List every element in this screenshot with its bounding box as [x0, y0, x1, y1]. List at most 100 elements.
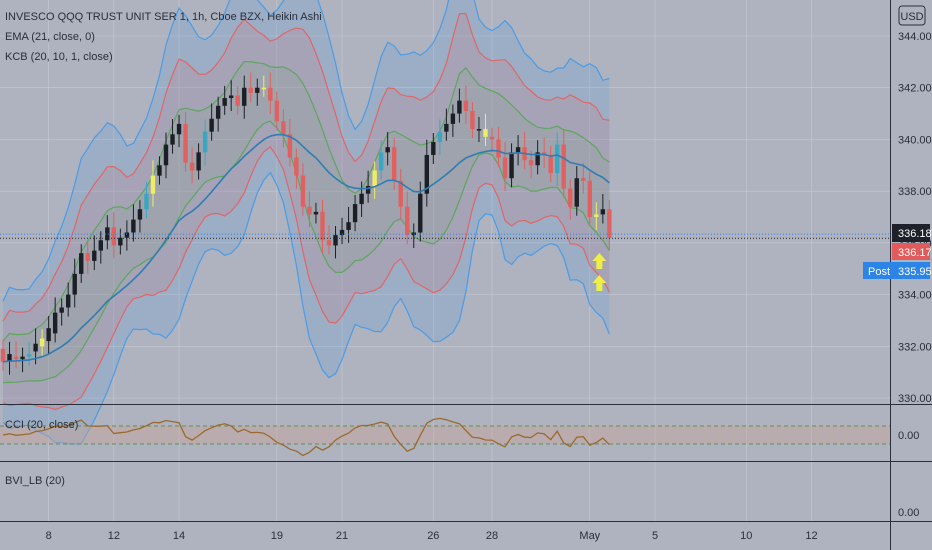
candle-body [405, 206, 410, 236]
ema-path [2, 133, 610, 363]
ema-line [2, 133, 610, 363]
candle-body [300, 175, 306, 207]
currency-label: USD [900, 11, 923, 23]
candle-body [398, 180, 403, 207]
candle-body [248, 87, 253, 93]
candle-body [587, 180, 592, 217]
candle-body [470, 110, 475, 130]
candle-body [372, 170, 377, 186]
candle-body [574, 178, 579, 207]
time-tick-label: 5 [652, 530, 658, 542]
time-tick-label: 19 [271, 530, 283, 542]
price-tick-label: 334.00 [898, 290, 932, 302]
candle-body [176, 123, 182, 135]
candle-body [111, 227, 117, 246]
last-price-tag [892, 224, 930, 242]
candle-body [255, 87, 260, 93]
legend-bvi[interactable]: BVI_LB (20) [5, 475, 65, 487]
cci-path [2, 417, 610, 457]
price-tick-label: 340.00 [898, 134, 932, 146]
post-price-value: 335.95 [898, 266, 932, 278]
cci-line [2, 417, 610, 457]
candle-body [79, 253, 84, 274]
candle-body [339, 229, 345, 236]
candle-body [124, 232, 130, 238]
candle-body [163, 144, 169, 166]
candle-body [66, 294, 71, 308]
candle-body [528, 160, 534, 166]
candle-body [59, 307, 64, 313]
candle-body [235, 95, 240, 106]
candle-body [209, 118, 214, 132]
candle-body [365, 185, 371, 194]
candle-body [137, 209, 143, 220]
candle-body [131, 219, 136, 233]
legend-kcb[interactable]: KCB (20, 10, 1, close) [5, 51, 113, 63]
time-tick-label: May [579, 530, 600, 542]
time-tick-label: 12 [805, 530, 817, 542]
up-arrow-icon [592, 275, 607, 291]
candle-body [105, 227, 110, 241]
candle-body [0, 348, 6, 362]
candle-body [489, 136, 495, 140]
currency-button[interactable] [898, 5, 926, 26]
post-label: Post [868, 266, 890, 278]
candle-body [515, 147, 521, 153]
inner-lower-band-line [2, 146, 610, 411]
candle-body [26, 354, 32, 357]
outer-lower-band-line [2, 171, 610, 445]
candle-body [594, 214, 599, 217]
candle-body [281, 121, 286, 135]
candle-body [561, 144, 566, 189]
candle-body [346, 222, 351, 230]
mid-band-fill [3, 61, 610, 383]
candle-body [483, 129, 488, 137]
bvi-zero-tick: 0.00 [898, 507, 919, 519]
time-tick-label: 14 [173, 530, 185, 542]
candle-body [333, 235, 338, 246]
candle-body [229, 95, 234, 99]
candle-body [320, 211, 325, 241]
candle-body [20, 356, 25, 360]
candle-body [352, 204, 358, 223]
time-tick-label: 21 [336, 530, 348, 542]
post-label-tag [863, 262, 892, 279]
candle-body [359, 193, 364, 205]
candle-body [600, 209, 606, 215]
price-tick-label: 342.00 [898, 83, 932, 95]
price-tick-label: 344.00 [898, 31, 932, 43]
time-axis[interactable]: 8 12 14 19 21 26 28 May 5 10 12 [46, 530, 818, 542]
candle-body [450, 113, 456, 124]
candle-body [92, 250, 97, 261]
candle-body [52, 312, 58, 334]
legend-title[interactable]: INVESCO QQQ TRUST UNIT SER 1, 1h, Cboe B… [5, 11, 322, 23]
candle-body [463, 100, 469, 111]
cci-band [0, 426, 890, 444]
candle-body [294, 157, 299, 176]
candle-body [183, 123, 188, 163]
time-tick-label: 12 [108, 530, 120, 542]
candle-body [13, 356, 19, 360]
candle-body [581, 178, 586, 181]
candle-body [392, 147, 397, 181]
legend-ema[interactable]: EMA (21, close, 0) [5, 31, 95, 43]
candle-body [411, 232, 416, 236]
time-tick-label: 26 [427, 530, 439, 542]
mid-lower-band-line [2, 120, 610, 384]
candle-body [502, 157, 508, 179]
price-axis[interactable]: 330.00332.00334.00336.00338.00340.00342.… [898, 31, 932, 405]
time-tick-label: 28 [486, 530, 498, 542]
candle-body [307, 206, 312, 215]
candle-body [196, 152, 201, 171]
legend-cci[interactable]: CCI (20, close) [5, 419, 78, 431]
candle-body [261, 87, 266, 90]
price-tick-label: 330.00 [898, 393, 932, 405]
candle-body [46, 328, 51, 342]
candle-body [118, 237, 123, 246]
candle-body [202, 131, 208, 153]
candle-body [98, 240, 103, 251]
candle-body [39, 338, 45, 347]
candle-body [378, 152, 384, 171]
candle-body [555, 144, 560, 174]
